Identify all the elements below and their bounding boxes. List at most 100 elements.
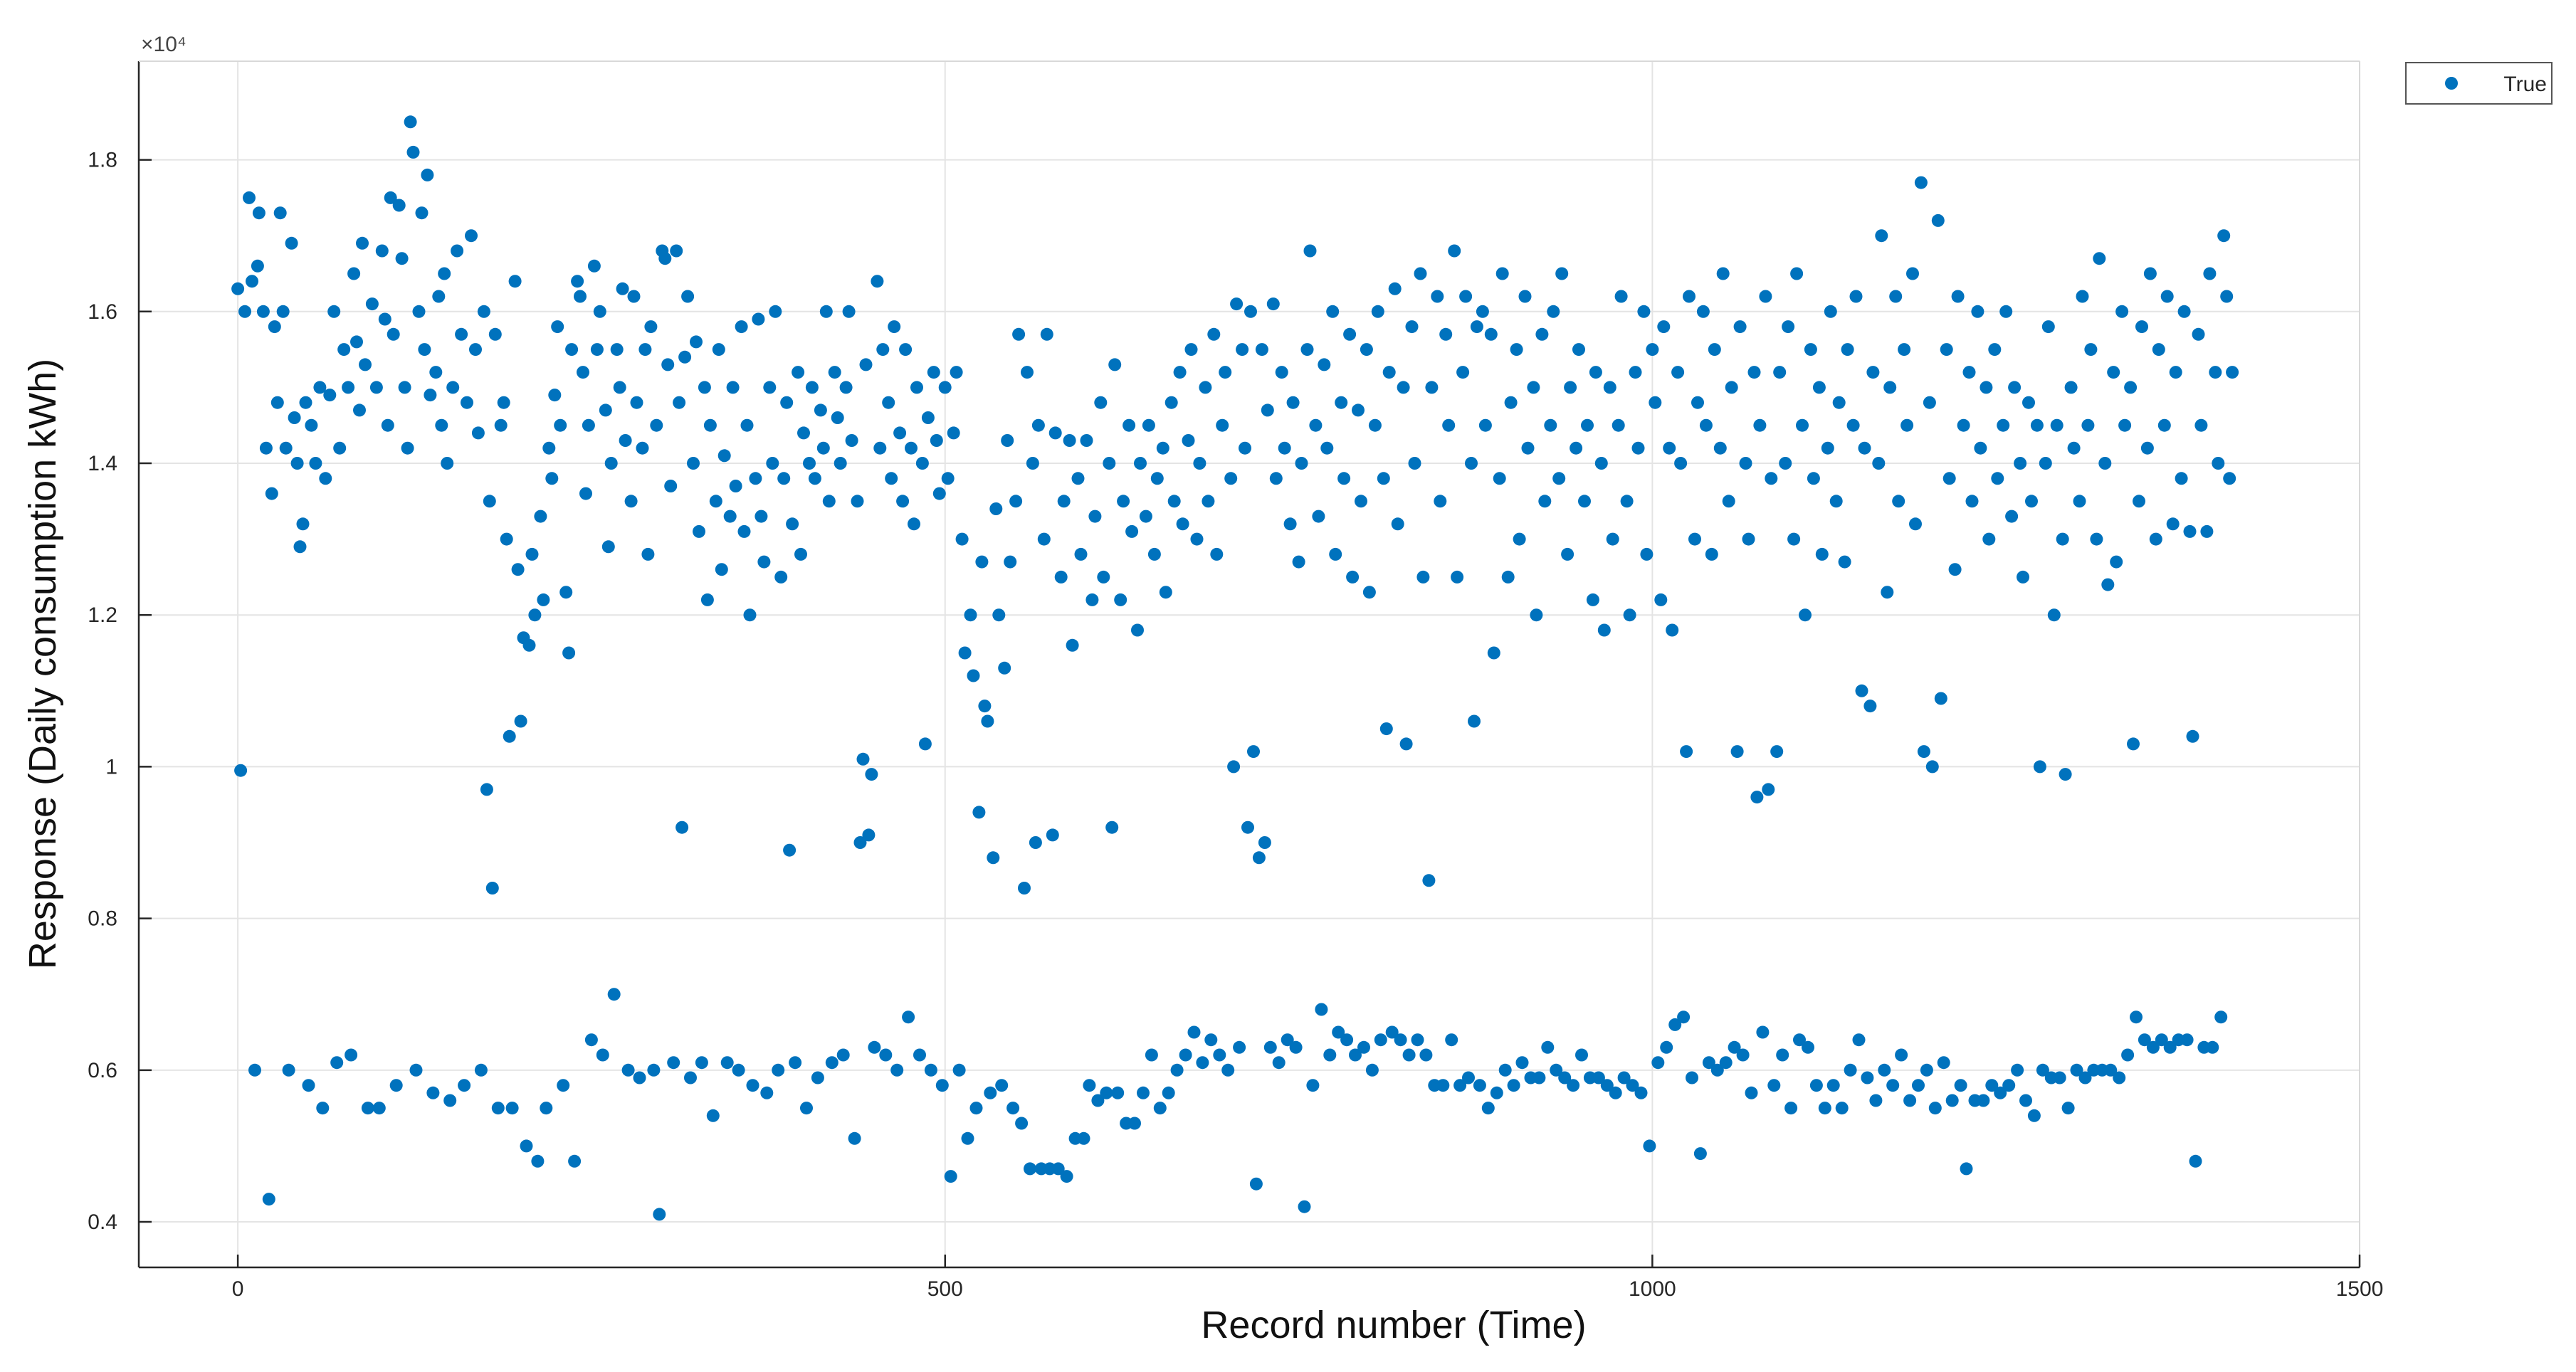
data-point-0-69 bbox=[441, 457, 454, 470]
data-point-0-568 bbox=[1858, 441, 1871, 455]
data-point-0-612 bbox=[1982, 532, 1996, 546]
data-point-0-604 bbox=[1960, 1162, 1973, 1176]
data-point-0-686 bbox=[2192, 327, 2205, 341]
data-point-0-198 bbox=[811, 1071, 824, 1085]
y-tick-label-7: 1.8 bbox=[88, 149, 117, 172]
data-point-0-171 bbox=[735, 320, 748, 334]
data-point-0-327 bbox=[1176, 517, 1189, 531]
data-point-0-194 bbox=[800, 1102, 813, 1115]
data-point-0-300 bbox=[1100, 1086, 1113, 1099]
data-point-0-328 bbox=[1179, 1048, 1192, 1062]
data-point-0-262 bbox=[992, 608, 1006, 622]
data-point-0-493 bbox=[1646, 343, 1659, 357]
data-point-0-172 bbox=[737, 524, 751, 538]
data-point-0-207 bbox=[836, 1048, 850, 1062]
data-point-0-496 bbox=[1654, 593, 1668, 606]
data-point-0-242 bbox=[935, 1079, 949, 1092]
data-point-0-360 bbox=[1269, 472, 1283, 485]
data-point-0-258 bbox=[981, 714, 994, 728]
data-point-0-107 bbox=[554, 418, 567, 432]
data-point-0-608 bbox=[1971, 305, 1984, 318]
data-point-0-680 bbox=[2175, 472, 2188, 485]
data-point-0-374 bbox=[1309, 418, 1323, 432]
data-point-0-335 bbox=[1199, 381, 1212, 394]
data-point-0-505 bbox=[1680, 745, 1693, 759]
data-point-0-297 bbox=[1091, 1094, 1105, 1107]
data-point-0-184 bbox=[772, 1063, 785, 1077]
data-point-0-398 bbox=[1377, 472, 1390, 485]
data-point-0-347 bbox=[1233, 1040, 1246, 1054]
data-point-0-644 bbox=[2073, 495, 2086, 508]
data-point-0-119 bbox=[587, 259, 601, 273]
data-point-0-129 bbox=[616, 282, 629, 295]
data-point-0-282 bbox=[1048, 426, 1062, 440]
data-point-0-467 bbox=[1572, 343, 1585, 357]
data-point-0-68 bbox=[438, 267, 451, 280]
data-point-0-140 bbox=[647, 1063, 661, 1077]
data-point-0-527 bbox=[1742, 532, 1755, 546]
data-point-0-54 bbox=[398, 381, 411, 394]
data-point-0-495 bbox=[1651, 1056, 1665, 1070]
data-point-0-136 bbox=[636, 441, 649, 455]
data-point-0-684 bbox=[2186, 729, 2199, 743]
data-point-0-621 bbox=[2008, 381, 2022, 394]
data-point-0-126 bbox=[607, 988, 621, 1001]
data-point-0-651 bbox=[2093, 252, 2106, 265]
data-point-0-142 bbox=[653, 1208, 666, 1221]
data-point-0-373 bbox=[1306, 1079, 1320, 1092]
data-point-0-517 bbox=[1713, 441, 1727, 455]
data-point-0-642 bbox=[2067, 441, 2081, 455]
data-point-0-412 bbox=[1416, 570, 1430, 584]
data-point-0-211 bbox=[848, 1131, 861, 1145]
data-point-0-670 bbox=[2146, 1040, 2160, 1054]
data-point-0-336 bbox=[1202, 495, 1215, 508]
data-point-0-266 bbox=[1004, 555, 1017, 569]
data-point-0-288 bbox=[1066, 638, 1079, 652]
data-point-0-661 bbox=[2121, 1048, 2135, 1062]
data-point-0-531 bbox=[1753, 418, 1767, 432]
data-point-0-659 bbox=[2115, 305, 2129, 318]
data-point-0-85 bbox=[491, 1102, 505, 1115]
data-point-0-157 bbox=[695, 1056, 708, 1070]
legend[interactable]: True bbox=[2405, 62, 2553, 105]
data-point-0-261 bbox=[989, 502, 1003, 515]
data-point-0-445 bbox=[1510, 343, 1523, 357]
data-point-0-268 bbox=[1009, 495, 1023, 508]
data-point-0-444 bbox=[1507, 1079, 1520, 1092]
data-point-0-255 bbox=[972, 806, 986, 819]
data-point-0-240 bbox=[930, 434, 943, 447]
data-point-0-437 bbox=[1487, 646, 1500, 660]
data-point-0-488 bbox=[1631, 441, 1645, 455]
data-point-0-641 bbox=[2064, 381, 2078, 394]
data-point-0-196 bbox=[805, 381, 819, 394]
data-point-0-177 bbox=[752, 312, 765, 326]
grid-lines bbox=[139, 61, 2360, 1267]
data-point-0-229 bbox=[899, 343, 913, 357]
data-point-0-434 bbox=[1478, 418, 1492, 432]
data-point-0-549 bbox=[1804, 343, 1817, 357]
data-point-0-518 bbox=[1716, 267, 1730, 280]
data-point-0-666 bbox=[2135, 320, 2148, 334]
data-point-0-256 bbox=[975, 555, 989, 569]
data-point-0-147 bbox=[667, 1056, 680, 1070]
data-point-0-581 bbox=[1895, 1048, 1908, 1062]
data-point-0-273 bbox=[1024, 1162, 1036, 1176]
data-point-0-456 bbox=[1541, 1040, 1555, 1054]
data-point-0-402 bbox=[1388, 282, 1402, 295]
data-point-0-175 bbox=[746, 1079, 759, 1092]
data-point-0-473 bbox=[1589, 366, 1602, 379]
data-point-0-520 bbox=[1722, 495, 1735, 508]
data-point-0-669 bbox=[2143, 267, 2157, 280]
data-point-0-662 bbox=[2124, 381, 2138, 394]
data-point-0-174 bbox=[743, 608, 757, 622]
data-point-0-77 bbox=[469, 343, 482, 357]
data-point-0-562 bbox=[1841, 343, 1854, 357]
data-point-0-572 bbox=[1869, 1094, 1883, 1107]
data-point-0-599 bbox=[1945, 1094, 1959, 1107]
data-point-0-366 bbox=[1286, 396, 1300, 409]
x-axis-label: Record number (Time) bbox=[1201, 1304, 1586, 1346]
data-point-0-551 bbox=[1809, 1079, 1823, 1092]
data-point-0-159 bbox=[700, 593, 714, 606]
data-point-0-506 bbox=[1683, 290, 1696, 303]
data-point-0-185 bbox=[774, 570, 788, 584]
